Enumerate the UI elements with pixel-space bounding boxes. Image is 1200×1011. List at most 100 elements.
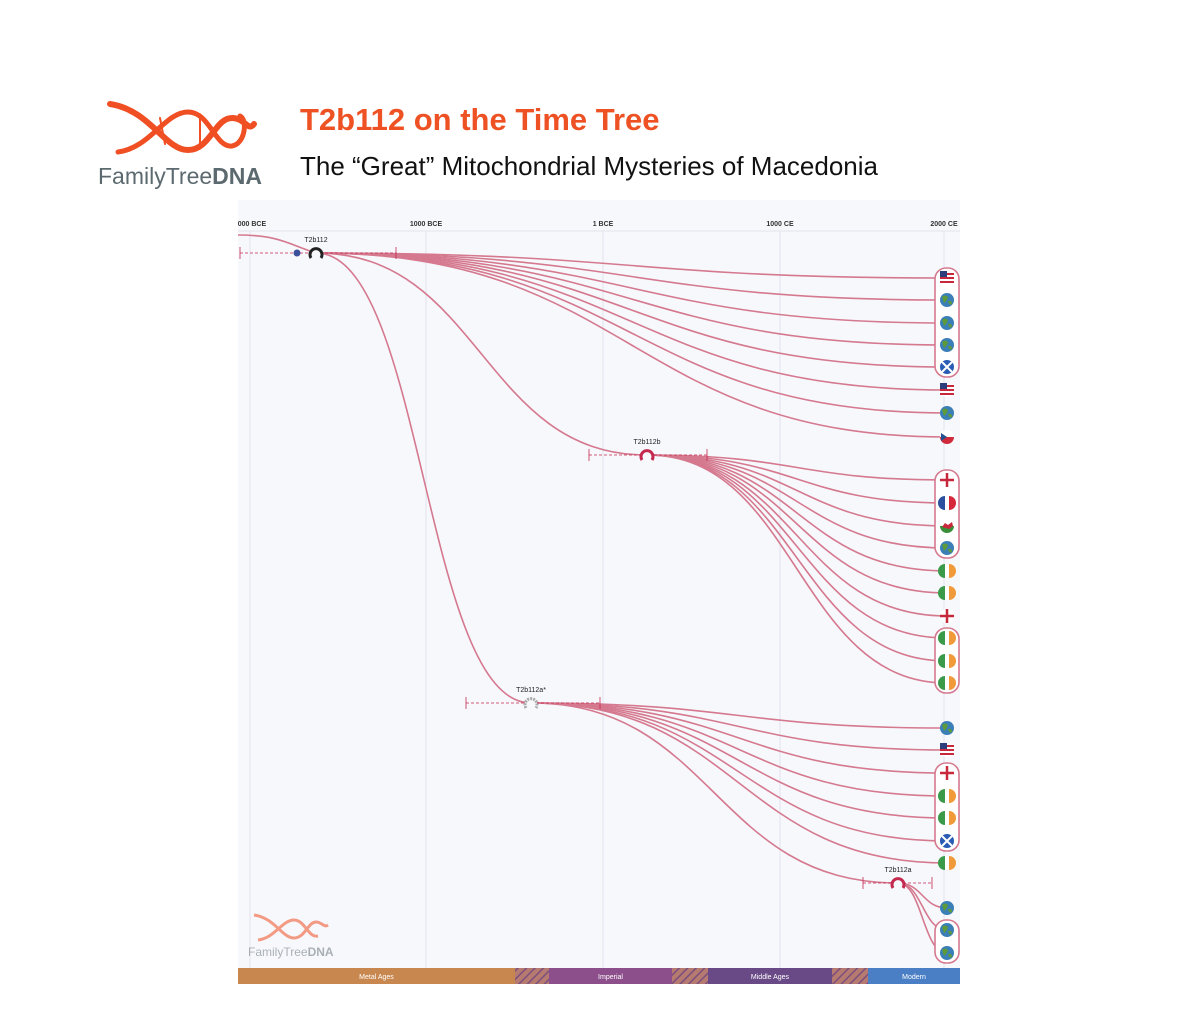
branch [646,454,948,639]
flag-part [940,901,954,915]
flag-part [949,631,956,645]
flag-icon [940,541,954,555]
watermark-logo [253,913,329,942]
flag-icon [940,383,954,397]
era-band [238,968,515,984]
era-transition [672,968,708,984]
flag-icon [940,271,954,285]
era-label: Metal Ages [359,974,394,981]
flag-part [940,766,954,780]
branch [646,454,948,504]
era-label: Middle Ages [751,974,790,981]
time-tick-label: 1000 CE [766,221,794,228]
flag-icon [940,743,954,757]
flag-part [940,281,954,283]
branch [315,252,948,438]
node-marker [890,877,906,889]
flag-part [940,609,954,623]
branch [238,234,317,254]
flag-part [942,318,952,328]
branch [646,454,948,662]
flag-part [940,721,954,735]
flag-part [940,293,954,307]
flag-icon [938,631,956,645]
logo-text: FamilyTreeDNA [98,163,262,189]
flag-part [938,789,945,803]
tree-panel [238,200,960,984]
watermark-suffix: DNA [308,945,334,959]
flag-icon [938,564,956,578]
watermark-text: FamilyTreeDNA [248,945,334,959]
flag-part [938,496,945,510]
branch [646,454,948,549]
node-marker [308,247,324,259]
title: T2b112 on the Time Tree [300,102,660,137]
flag-part [938,676,945,690]
node-label: T2b112b [633,439,660,446]
branch [315,252,648,456]
branch [530,702,948,864]
watermark-name: FamilyTree [248,945,308,959]
node-marker [523,697,539,709]
flag-icon [940,946,954,960]
flag-icon [938,856,956,870]
flag-part [940,743,947,749]
branch [530,702,948,842]
flag-part [941,835,953,847]
flag-icon [938,654,956,668]
flag-part [940,541,954,555]
flag-part [938,811,945,825]
flag-part [940,277,954,279]
flag-part [941,433,947,441]
flag-icon [940,609,954,623]
branch [530,702,948,774]
flag-icon [938,586,956,600]
flag-icon [938,789,956,803]
flag-part [949,496,956,510]
node-marker [639,449,655,461]
branch [530,702,899,884]
flag-icon [940,473,954,487]
flag-part [938,654,945,668]
flag-part [940,749,954,751]
flag-part [942,340,952,350]
flag-part [938,631,945,645]
flag-part [942,948,952,958]
flag-part [940,271,947,277]
flag-part [940,473,954,487]
flag-icon [938,496,956,510]
flag-part [942,408,952,418]
flag-icon [940,834,954,848]
flag-part [940,406,954,420]
branch [315,252,948,368]
flag-part [941,361,953,373]
time-tick-label: 2000 BCE [234,221,267,228]
flag-part [942,723,952,733]
flag-part [940,338,954,352]
branch [646,454,948,684]
flag-part [949,676,956,690]
branch [646,454,948,617]
flag-icon [940,430,954,444]
era-band [549,968,672,984]
flag-part [942,903,952,913]
time-tick-label: 1000 BCE [410,221,443,228]
node-label: T2b112a* [516,687,546,694]
flag-icon [940,293,954,307]
node-label: T2b112 [304,237,327,244]
flag-part [938,564,945,578]
flag-part [949,586,956,600]
branch [646,454,948,481]
flag-part [940,316,954,330]
flag-part [940,923,954,937]
flag-part [949,564,956,578]
flag-icon [940,901,954,915]
flag-part [942,522,953,529]
node-label: T2b112a [884,867,911,874]
flag-icon [940,338,954,352]
flag-icon [940,721,954,735]
era-transition [515,968,549,984]
flag-part [949,654,956,668]
